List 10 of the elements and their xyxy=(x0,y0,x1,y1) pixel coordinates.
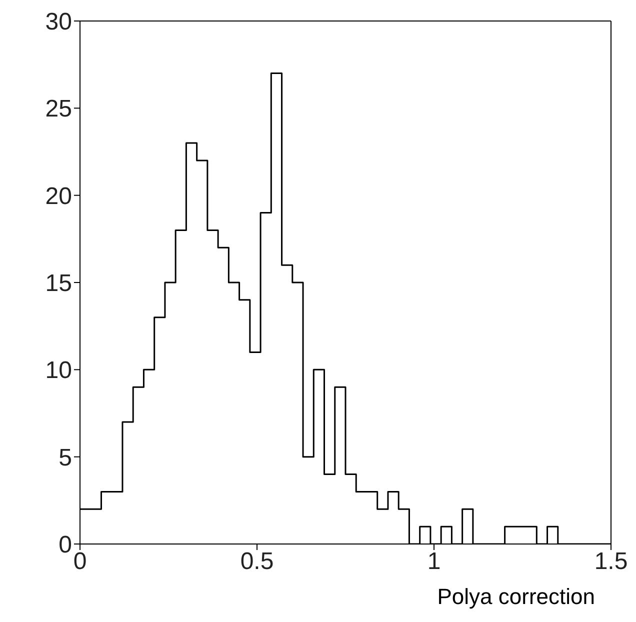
y-tick-label: 5 xyxy=(58,444,72,472)
x-tick-label: 1.5 xyxy=(594,548,628,576)
y-tick-label: 30 xyxy=(45,8,72,36)
y-tick-label: 25 xyxy=(45,96,72,123)
y-tick-label: 20 xyxy=(45,182,72,210)
x-tick-label: 0.5 xyxy=(240,548,274,576)
x-axis-title: Polya correction xyxy=(437,584,595,609)
y-tick-label: 10 xyxy=(45,357,72,384)
y-tick-label: 15 xyxy=(45,270,72,298)
x-tick-label: 1 xyxy=(427,548,441,576)
